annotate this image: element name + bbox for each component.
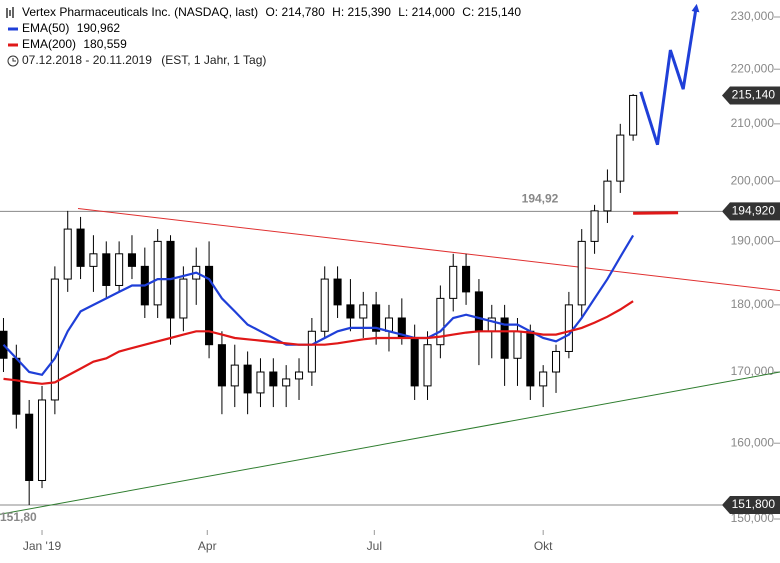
- candle-body: [359, 304, 368, 319]
- candle-body: [423, 344, 432, 387]
- price-tag: [722, 202, 780, 221]
- candle-body: [462, 265, 471, 293]
- candle-body: [577, 240, 586, 306]
- clock-icon: [12, 58, 16, 62]
- candle-body: [25, 413, 34, 481]
- chart-title: Vertex Pharmaceuticals Inc. (NASDAQ, las…: [22, 5, 521, 19]
- candle-body: [372, 304, 381, 332]
- x-tick-label: Jul: [367, 539, 382, 553]
- ema-line: [3, 300, 634, 385]
- candle-body: [590, 210, 599, 242]
- candle-body: [320, 278, 329, 332]
- candle-body: [449, 265, 458, 299]
- trend-drawing: [0, 371, 780, 515]
- y-tick-label: 160,000: [731, 435, 775, 449]
- candle-body: [307, 330, 316, 373]
- candle-body: [294, 371, 304, 380]
- candle-body: [269, 371, 278, 387]
- y-tick-label: 230,000: [731, 9, 775, 23]
- candle-body: [346, 304, 355, 319]
- candle-body: [89, 253, 98, 267]
- candle-body: [256, 371, 265, 394]
- candle-body: [539, 371, 548, 387]
- candle-body: [282, 378, 291, 387]
- candle-body: [153, 240, 162, 306]
- candle-body: [474, 291, 483, 332]
- price-tag-label: 151,800: [732, 497, 776, 511]
- legend-entry: EMA(200) 180,559: [22, 37, 127, 51]
- candle-body: [564, 304, 573, 352]
- candle-body: [205, 265, 214, 346]
- candle-body: [384, 317, 394, 332]
- period: 07.12.2018 - 20.11.2019 (EST, 1 Jahr, 1 …: [22, 53, 266, 67]
- candle-body: [50, 278, 59, 401]
- candle-body: [179, 278, 188, 319]
- candle-body: [551, 350, 561, 373]
- candle-body: [115, 253, 124, 286]
- header: Vertex Pharmaceuticals Inc. (NASDAQ, las…: [6, 5, 521, 67]
- candle-body: [603, 180, 612, 212]
- candle-body: [436, 297, 445, 346]
- y-tick-label: 190,000: [731, 234, 775, 248]
- plot-area: 150,000 160,000 170,000 180,000 190,000 200,0…: [0, 3, 780, 553]
- ema-line: [2, 234, 635, 377]
- candle-body: [243, 364, 252, 394]
- price-tag: [722, 86, 780, 105]
- candle-body: [230, 364, 239, 387]
- candle-body: [12, 357, 21, 415]
- trend-drawing: [639, 3, 700, 146]
- candle-body: [76, 228, 85, 267]
- price-tag-label: 194,920: [732, 204, 776, 218]
- y-tick-label: 180,000: [731, 297, 775, 311]
- legend-entry: EMA(50) 190,962: [22, 21, 120, 35]
- candle-body: [37, 399, 47, 481]
- price-tag: [722, 495, 780, 514]
- candle-body: [616, 134, 625, 182]
- y-tick-label: 200,000: [731, 173, 775, 187]
- candle-body: [500, 317, 509, 359]
- clock-icon: [7, 55, 19, 67]
- y-tick-label: 210,000: [731, 116, 775, 130]
- candle-body: [526, 330, 535, 387]
- trend-drawing: [77, 208, 780, 292]
- candle-body: [217, 344, 226, 387]
- price-tag-label: 215,140: [732, 88, 776, 102]
- candle-body: [629, 94, 638, 136]
- candle-body: [127, 253, 137, 267]
- x-tick-label: Apr: [198, 539, 217, 553]
- icon: [6, 7, 14, 18]
- level-label: 151,80: [0, 510, 37, 524]
- candle-body: [513, 330, 522, 359]
- y-tick-label: 150,000: [731, 511, 775, 525]
- x-tick-label: Jan '19: [23, 539, 62, 553]
- y-tick-label: 170,000: [731, 364, 775, 378]
- level-label: 194,92: [522, 192, 559, 206]
- y-tick-label: 220,000: [731, 61, 775, 75]
- candle-body: [333, 278, 342, 306]
- candle-body: [410, 337, 419, 387]
- candle-body: [63, 228, 72, 280]
- candle-body: [102, 253, 111, 286]
- x-tick-label: Okt: [534, 539, 553, 553]
- trend-drawing: [633, 211, 679, 215]
